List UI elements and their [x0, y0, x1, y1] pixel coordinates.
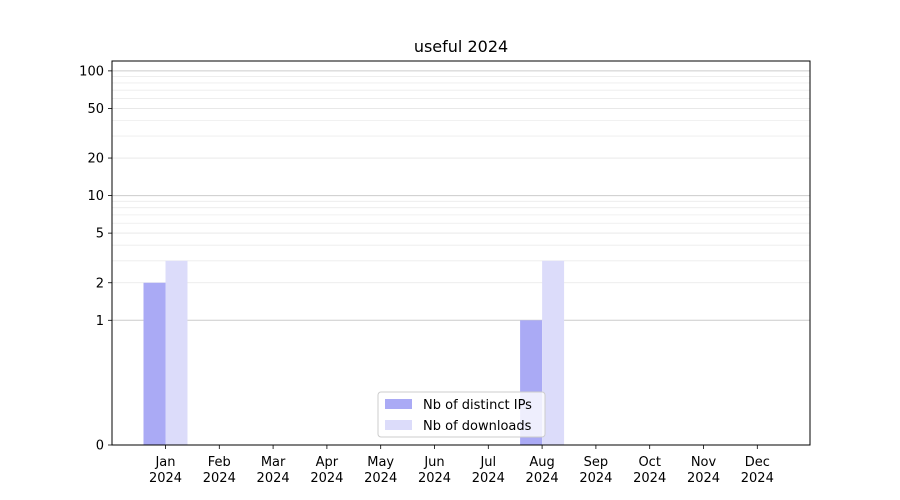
legend-swatch	[385, 420, 412, 430]
x-tick-label-month: May	[367, 455, 394, 470]
legend-label: Nb of distinct IPs	[423, 398, 532, 413]
bars-layer	[143, 260, 565, 445]
plot-frame	[111, 60, 811, 446]
y-tick-label: 5	[96, 227, 104, 242]
y-tick-label: 50	[87, 102, 104, 117]
y-tick-label: 100	[79, 64, 104, 79]
y-axis: 0 1 2 5 10 20 50 100	[79, 64, 112, 454]
x-tick-label-year: 2024	[472, 471, 505, 486]
y-tick-label: 10	[87, 189, 104, 204]
y-tick-label: 0	[96, 439, 104, 454]
x-tick-label-month: Sep	[584, 455, 609, 470]
x-tick-label-year: 2024	[257, 471, 290, 486]
x-tick-label-year: 2024	[579, 471, 612, 486]
x-axis: Jan2024Feb2024Mar2024Apr2024May2024Jun20…	[149, 445, 774, 486]
y-tick-label: 2	[96, 276, 104, 291]
x-tick-label-month: Jan	[154, 455, 175, 470]
x-tick-label-month: Nov	[691, 455, 717, 470]
y-tick-label: 20	[87, 152, 104, 167]
bar-downloads-aug	[542, 260, 565, 445]
x-tick-label-year: 2024	[687, 471, 720, 486]
x-tick-label-month: Jul	[479, 455, 496, 470]
x-tick-label-year: 2024	[310, 471, 343, 486]
x-tick-label-year: 2024	[526, 471, 559, 486]
x-tick-label-month: Mar	[261, 455, 286, 470]
legend: Nb of distinct IPs Nb of downloads	[377, 391, 546, 438]
x-tick-label-year: 2024	[633, 471, 666, 486]
legend-box	[377, 391, 546, 438]
y-tick-label: 1	[96, 314, 104, 329]
x-tick-label-month: Feb	[208, 455, 231, 470]
bar-downloads-jan	[165, 260, 188, 445]
chart-title: useful 2024	[414, 37, 508, 56]
x-tick-label-year: 2024	[364, 471, 397, 486]
x-tick-label-month: Aug	[529, 455, 554, 470]
x-tick-label-month: Apr	[316, 455, 339, 470]
x-tick-label-month: Jun	[423, 455, 444, 470]
legend-label: Nb of downloads	[423, 419, 532, 434]
x-tick-label-month: Oct	[638, 455, 660, 470]
x-tick-label-year: 2024	[741, 471, 774, 486]
x-tick-label-month: Dec	[745, 455, 770, 470]
x-tick-label-year: 2024	[418, 471, 451, 486]
x-tick-label-year: 2024	[203, 471, 236, 486]
grid-layer	[112, 70, 810, 321]
bar-distinct-ips-jan	[143, 282, 166, 445]
x-tick-label-year: 2024	[149, 471, 182, 486]
legend-swatch	[385, 399, 412, 409]
